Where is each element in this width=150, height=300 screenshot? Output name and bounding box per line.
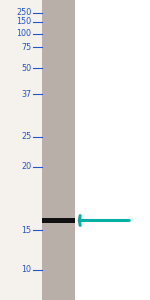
Text: 150: 150: [16, 17, 32, 26]
Text: 75: 75: [21, 43, 32, 52]
Bar: [75, 0, 150, 300]
Text: 25: 25: [21, 132, 32, 141]
Text: 100: 100: [16, 29, 32, 38]
Text: 15: 15: [21, 226, 32, 235]
Bar: [42, 218, 75, 223]
Text: 10: 10: [21, 266, 32, 274]
Bar: [42, 0, 75, 300]
Text: 250: 250: [16, 8, 32, 17]
Text: 20: 20: [21, 162, 32, 171]
Text: 50: 50: [21, 64, 32, 73]
Text: 37: 37: [21, 90, 32, 99]
